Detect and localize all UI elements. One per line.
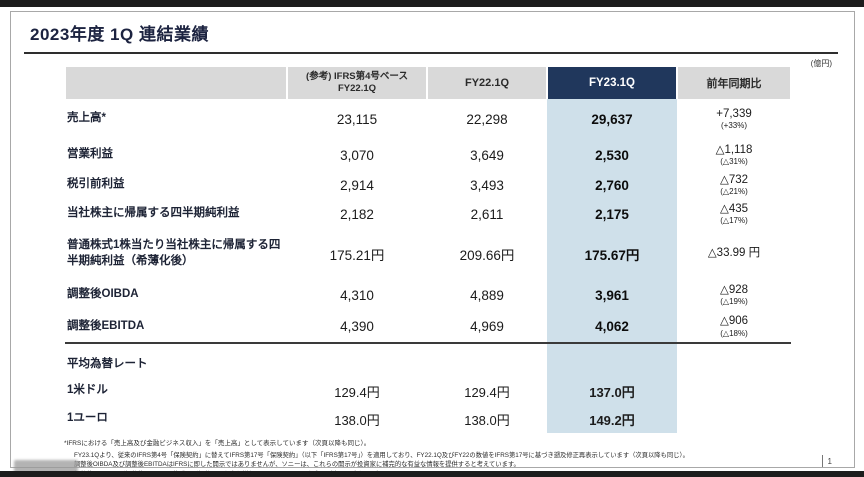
value-yoy: △906 (△18%): [719, 315, 749, 338]
row-label: 当社株主に帰属する四半期純利益: [67, 207, 240, 220]
value-yoy: △732 (△21%): [719, 173, 749, 197]
value-fy22: 3,649: [470, 147, 504, 163]
table-row-sales: 売上高* 23,115 22,298 29,637 +7,339 (+33%): [65, 99, 791, 139]
value-fy22: 3,493: [470, 177, 504, 193]
value-yoy: +7,339 (+33%): [716, 107, 752, 131]
value-ref: 129.4円: [334, 384, 380, 400]
table-row-eps: 普通株式1株当たり当社株主に帰属する四半期純利益（希薄化後） 175.21円 2…: [65, 229, 791, 279]
value-ref: 2,182: [340, 206, 374, 222]
value-ref: 23,115: [336, 111, 378, 127]
row-label: 普通株式1株当たり当社株主に帰属する四半期純利益（希薄化後）: [67, 239, 281, 267]
value-ref: 175.21円: [329, 248, 385, 263]
table-header-row: (参考) IFRS第4号ベース FY22.1Q FY22.1Q FY23.1Q …: [64, 67, 792, 99]
footnote-sales-definition: *IFRSにおける「売上高及び金融ビジネス収入」を「売上高」として表示しています…: [64, 440, 371, 447]
value-fy23: 175.67円: [547, 229, 677, 279]
footnote-non-ifrs: 調整後OIBDA及び調整後EBITDAはIFRSに即した開示ではありませんが、ソ…: [74, 461, 520, 469]
value-yoy: △435 (△17%): [719, 202, 749, 226]
header-label-cell: [64, 67, 288, 99]
value-ref: 138.0円: [334, 412, 380, 428]
table-row-adjusted-ebitda: 調整後EBITDA 4,390 4,969 4,062 △906 (△18%): [65, 311, 791, 343]
header-ifrs4-line1: (参考) IFRS第4号ベース: [306, 70, 408, 82]
table-row-net-income: 当社株主に帰属する四半期純利益 2,182 2,611 2,175 △435 (…: [65, 199, 791, 229]
header-ifrs4-reference: (参考) IFRS第4号ベース FY22.1Q: [286, 67, 428, 99]
section-divider-row: [65, 342, 791, 353]
letterbox-top: [0, 0, 864, 7]
slide: 2023年度 1Q 連結業績 (億円) (参考) IFRS第4号ベース FY22…: [0, 7, 864, 477]
row-label: 1ユーロ: [67, 412, 108, 425]
table-row-income-before-tax: 税引前利益 2,914 3,493 2,760 △732 (△21%): [65, 171, 791, 199]
value-fy22: 2,611: [470, 206, 504, 222]
table-row-operating-income: 営業利益 3,070 3,649 2,530 △1,118 (△31%): [65, 139, 791, 171]
value-fy22: 209.66円: [459, 248, 515, 263]
footnote-ifrs17: FY23.1Qより、従来のIFRS第4号「保険契約」に替えてIFRS第17号「保…: [74, 452, 689, 459]
value-fy23: 3,961: [547, 279, 677, 311]
slide-border: [10, 11, 855, 468]
value-fy22: 4,889: [470, 287, 504, 303]
page-number-value: 1: [827, 456, 832, 466]
value-ref: 3,070: [340, 147, 374, 163]
value-fy23: 149.2円: [547, 405, 677, 433]
value-fy22: 129.4円: [464, 384, 510, 400]
value-fy23: 4,062: [547, 311, 677, 343]
value-yoy: △33.99 円: [707, 247, 761, 260]
value-fy22: 22,298: [466, 111, 508, 127]
table-row-adjusted-oibda: 調整後OIBDA 4,310 4,889 3,961 △928 (△19%): [65, 279, 791, 311]
header-ifrs4-line2: FY22.1Q: [337, 83, 377, 94]
header-fy22: FY22.1Q: [426, 67, 548, 99]
row-label: 調整後OIBDA: [67, 288, 139, 301]
value-ref: 4,310: [340, 287, 374, 303]
value-fy22: 4,969: [470, 319, 504, 334]
value-fy23: 29,637: [547, 99, 677, 139]
page-title: 2023年度 1Q 連結業績: [30, 25, 209, 44]
unit-note: (億円): [810, 59, 832, 68]
watermark-artifact: [14, 460, 78, 474]
row-label: 売上高*: [67, 112, 106, 125]
table-row-eur-rate: 1ユーロ 138.0円 138.0円 149.2円: [65, 405, 791, 433]
table-row-usd-rate: 1米ドル 129.4円 129.4円 137.0円: [65, 377, 791, 405]
page-number: 1: [821, 455, 832, 467]
title-divider: [24, 52, 838, 54]
row-label: 1米ドル: [67, 384, 108, 397]
value-yoy: △928 (△19%): [719, 283, 749, 307]
row-label: 調整後EBITDA: [67, 319, 145, 332]
value-fy23: 137.0円: [547, 377, 677, 405]
header-yoy: 前年同期比: [676, 67, 792, 99]
header-fy23: FY23.1Q: [546, 67, 678, 99]
value-fy23: 2,175: [547, 199, 677, 229]
value-yoy: △1,118 (△31%): [715, 143, 753, 167]
page-number-divider: [821, 455, 823, 467]
value-fy22: 138.0円: [464, 412, 510, 428]
value-ref: 4,390: [340, 319, 374, 334]
value-fy23: 2,760: [547, 171, 677, 199]
fx-section-label: 平均為替レート: [67, 358, 148, 371]
value-fy23: 2,530: [547, 139, 677, 171]
value-ref: 2,914: [340, 177, 374, 193]
letterbox-bottom: [0, 471, 864, 477]
results-table: (参考) IFRS第4号ベース FY22.1Q FY22.1Q FY23.1Q …: [64, 67, 792, 433]
row-label: 営業利益: [67, 148, 113, 161]
table-row-fx-header: 平均為替レート: [65, 353, 791, 377]
row-label: 税引前利益: [67, 178, 125, 191]
